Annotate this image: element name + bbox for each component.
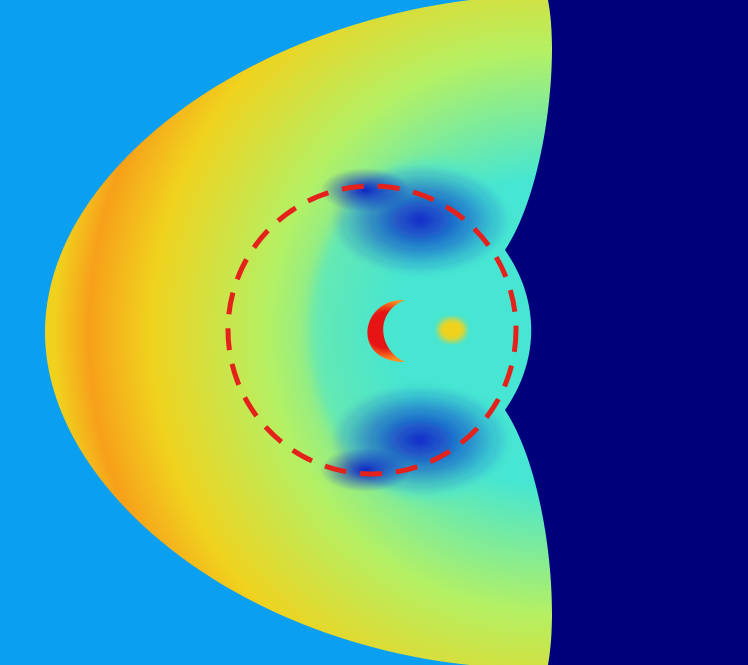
crescent-hot-spot — [367, 299, 405, 362]
lower-trough-core — [320, 448, 410, 492]
right-region — [505, 0, 748, 665]
bright-spot — [438, 318, 466, 342]
upper-trough-core — [320, 168, 410, 212]
dashed-circle-boundary — [225, 183, 519, 477]
